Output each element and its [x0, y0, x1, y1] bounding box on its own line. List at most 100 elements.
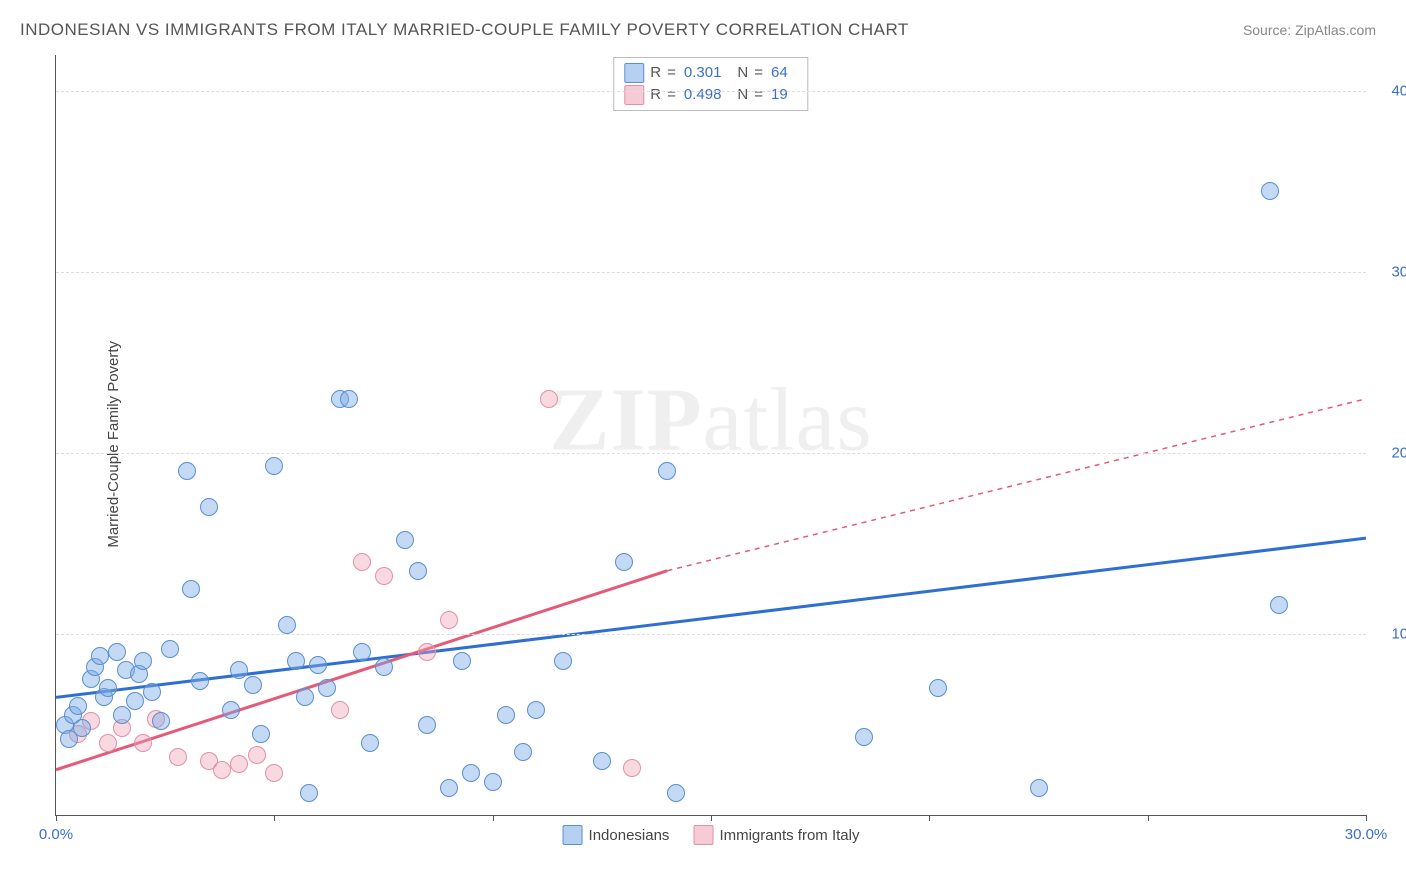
data-point — [1030, 779, 1048, 797]
legend-item-pink: Immigrants from Italy — [693, 825, 859, 845]
data-point — [99, 734, 117, 752]
data-point — [1270, 596, 1288, 614]
data-point — [440, 779, 458, 797]
legend-label: Immigrants from Italy — [719, 827, 859, 844]
data-point — [361, 734, 379, 752]
data-point — [278, 616, 296, 634]
data-point — [418, 643, 436, 661]
x-tick — [493, 815, 494, 821]
chart-title: INDONESIAN VS IMMIGRANTS FROM ITALY MARR… — [20, 20, 909, 40]
y-tick-label: 20.0% — [1391, 445, 1406, 462]
watermark-bold: ZIP — [550, 370, 703, 469]
data-point — [615, 553, 633, 571]
gridline — [56, 91, 1366, 92]
data-point — [514, 743, 532, 761]
data-point — [178, 462, 196, 480]
legend-label: Indonesians — [589, 827, 670, 844]
data-point — [375, 567, 393, 585]
data-point — [353, 643, 371, 661]
data-point — [230, 661, 248, 679]
y-tick-label: 10.0% — [1391, 626, 1406, 643]
scatter-plot: ZIPatlas R = 0.301 N = 64 R = 0.498 N = … — [55, 55, 1366, 816]
data-point — [667, 784, 685, 802]
data-point — [244, 676, 262, 694]
n-label: N — [737, 62, 748, 84]
swatch-blue-icon — [624, 63, 644, 83]
data-point — [191, 672, 209, 690]
data-point — [182, 580, 200, 598]
legend-series: Indonesians Immigrants from Italy — [563, 825, 860, 845]
data-point — [484, 773, 502, 791]
gridline — [56, 634, 1366, 635]
legend-item-blue: Indonesians — [563, 825, 670, 845]
trend-lines — [56, 55, 1366, 815]
source-label: Source: ZipAtlas.com — [1243, 22, 1376, 38]
data-point — [396, 531, 414, 549]
data-point — [929, 679, 947, 697]
data-point — [353, 553, 371, 571]
data-point — [265, 764, 283, 782]
data-point — [99, 679, 117, 697]
data-point — [527, 701, 545, 719]
data-point — [418, 716, 436, 734]
data-point — [161, 640, 179, 658]
data-point — [593, 752, 611, 770]
data-point — [497, 706, 515, 724]
data-point — [318, 679, 336, 697]
data-point — [230, 755, 248, 773]
x-tick — [1148, 815, 1149, 821]
swatch-pink-icon — [624, 85, 644, 105]
y-tick-label: 30.0% — [1391, 264, 1406, 281]
legend-row-pink: R = 0.498 N = 19 — [624, 84, 797, 106]
x-tick — [711, 815, 712, 821]
x-tick — [274, 815, 275, 821]
data-point — [554, 652, 572, 670]
data-point — [152, 712, 170, 730]
data-point — [69, 697, 87, 715]
r-value: 0.301 — [684, 62, 722, 84]
y-tick-label: 40.0% — [1391, 83, 1406, 100]
gridline — [56, 453, 1366, 454]
data-point — [287, 652, 305, 670]
data-point — [222, 701, 240, 719]
data-point — [855, 728, 873, 746]
data-point — [300, 784, 318, 802]
r-label: R — [650, 84, 661, 106]
data-point — [462, 764, 480, 782]
data-point — [375, 658, 393, 676]
x-tick — [1366, 815, 1367, 821]
trend-line — [667, 399, 1366, 571]
watermark: ZIPatlas — [550, 368, 873, 471]
data-point — [623, 759, 641, 777]
x-tick — [929, 815, 930, 821]
trend-line — [56, 538, 1366, 697]
data-point — [252, 725, 270, 743]
data-point — [453, 652, 471, 670]
legend-stats: R = 0.301 N = 64 R = 0.498 N = 19 — [613, 57, 808, 111]
n-value: 64 — [771, 62, 788, 84]
data-point — [73, 719, 91, 737]
r-value: 0.498 — [684, 84, 722, 106]
data-point — [440, 611, 458, 629]
n-value: 19 — [771, 84, 788, 106]
data-point — [340, 390, 358, 408]
data-point — [248, 746, 266, 764]
data-point — [265, 457, 283, 475]
data-point — [309, 656, 327, 674]
watermark-light: atlas — [703, 370, 873, 469]
data-point — [296, 688, 314, 706]
data-point — [91, 647, 109, 665]
x-tick-label: 30.0% — [1345, 826, 1388, 843]
data-point — [1261, 182, 1279, 200]
data-point — [200, 498, 218, 516]
x-tick-label: 0.0% — [39, 826, 73, 843]
swatch-blue-icon — [563, 825, 583, 845]
data-point — [409, 562, 427, 580]
data-point — [134, 652, 152, 670]
r-label: R — [650, 62, 661, 84]
data-point — [134, 734, 152, 752]
data-point — [143, 683, 161, 701]
data-point — [658, 462, 676, 480]
gridline — [56, 272, 1366, 273]
data-point — [113, 706, 131, 724]
